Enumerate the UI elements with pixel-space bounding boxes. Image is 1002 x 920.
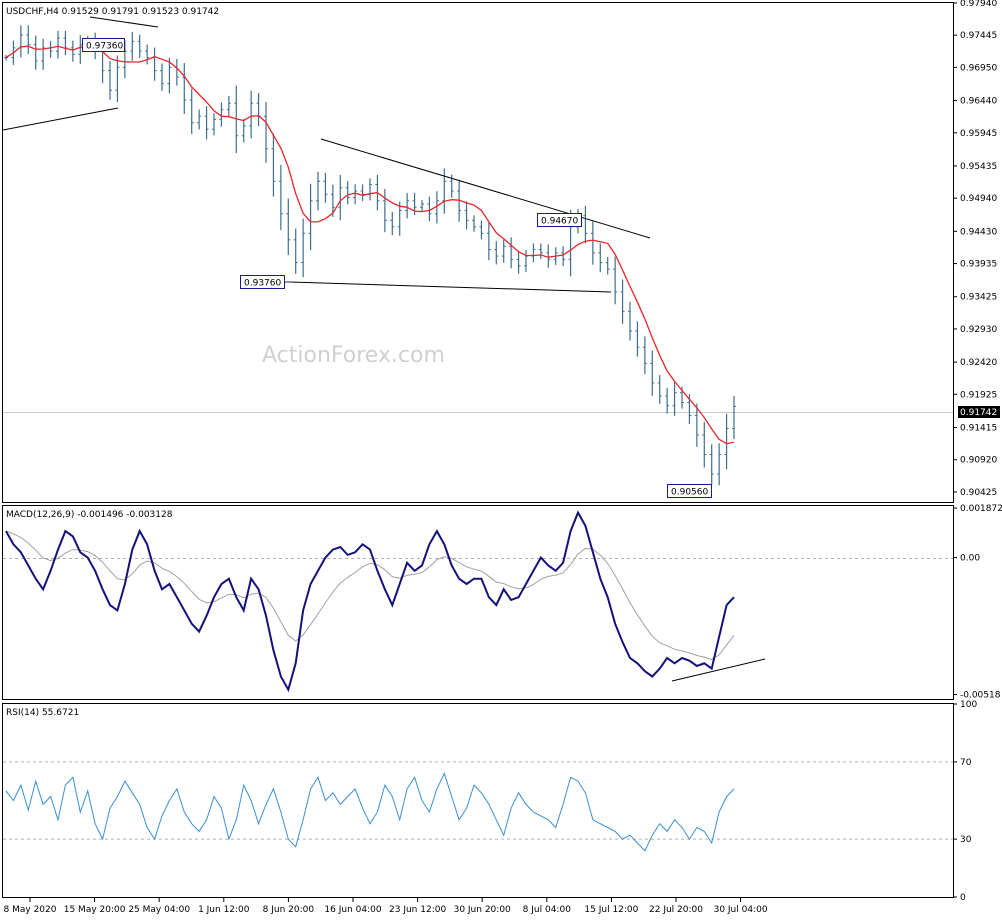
trendline-upper-wedge <box>320 138 651 239</box>
price-y-tick-label: 0.93935 <box>960 260 997 270</box>
price-y-axis: 0.97940 0.97445 0.96950 0.96440 0.95945 0.954… <box>953 0 997 498</box>
macd-header: MACD(12,26,9) -0.001496 -0.003128 <box>6 510 173 520</box>
macd-y-tick-label: 0.00 <box>960 554 980 564</box>
moving-average-line <box>5 45 735 445</box>
rsi-panel-frame <box>2 703 954 898</box>
price-y-tick-label: 0.90920 <box>960 456 997 466</box>
watermark: ActionForex.com <box>262 343 445 368</box>
rsi-line <box>5 772 735 852</box>
price-y-tick-label: 0.95945 <box>960 129 997 139</box>
x-axis: 8 May 2020 15 May 20:00 25 May 04:00 1 Jun … <box>4 897 768 915</box>
annotation-label: 0.94670 <box>541 217 578 227</box>
x-axis-tick-label: 30 Jun 20:00 <box>454 905 511 915</box>
x-axis-tick-label: 25 May 04:00 <box>128 905 190 915</box>
price-y-tick-label: 0.91925 <box>960 390 997 400</box>
annotation-label: 0.93760 <box>244 279 281 289</box>
rsi-y-tick-label: 30 <box>960 835 972 845</box>
price-y-tick-label: 0.92930 <box>960 325 997 335</box>
trendline-lower-wedge <box>289 281 612 293</box>
rsi-y-tick-label: 0 <box>960 893 966 903</box>
price-y-tick-label: 0.90425 <box>960 488 997 498</box>
price-y-tick-label: 0.96950 <box>960 63 997 73</box>
macd-y-tick-label: -0.00518 <box>960 691 1001 701</box>
macd-main-line <box>5 510 735 693</box>
macd-y-tick-label: 0.001872 <box>960 504 1002 514</box>
annotation-0-90560: 0.90560 <box>667 484 712 498</box>
annotation-label: 0.97360 <box>86 42 123 52</box>
x-axis-tick-label: 1 Jun 12:00 <box>198 905 250 915</box>
price-y-tick-label: 0.96440 <box>960 97 997 107</box>
rsi-y-tick-label: 70 <box>960 758 972 768</box>
annotation-0-93760: 0.93760 <box>240 275 292 289</box>
price-panel-frame <box>2 2 954 503</box>
macd-signal-line <box>5 530 735 660</box>
x-axis-tick-label: 30 Jul 04:00 <box>714 905 768 915</box>
x-axis-tick-label: 16 Jun 04:00 <box>324 905 381 915</box>
annotation-0-97360: 0.97360 <box>82 38 125 52</box>
annotation-0-94670: 0.94670 <box>537 213 582 227</box>
x-axis-tick-label: 8 May 2020 <box>4 905 57 915</box>
price-y-tick-label: 0.97940 <box>960 0 997 9</box>
price-y-tick-label: 0.97445 <box>960 31 997 41</box>
trendline-bottom-left <box>2 107 119 131</box>
price-y-tick-label: 0.94940 <box>960 194 997 204</box>
current-price-label: 0.91742 <box>960 408 997 418</box>
macd-trendline <box>671 658 766 682</box>
price-y-tick-label: 0.94430 <box>960 227 997 237</box>
macd-y-axis: 0.001872 0.00 -0.00518 <box>953 504 1002 701</box>
price-y-tick-label: 0.92420 <box>960 358 997 368</box>
x-axis-tick-label: 8 Jul 04:00 <box>523 905 572 915</box>
x-axis-tick-label: 8 Jun 20:00 <box>263 905 315 915</box>
trendlines <box>2 16 651 293</box>
x-axis-tick-label: 15 Jul 12:00 <box>584 905 638 915</box>
current-price-tag <box>958 406 1000 418</box>
price-y-tick-label: 0.91415 <box>960 424 997 434</box>
x-axis-tick-label: 15 May 20:00 <box>64 905 126 915</box>
price-bars <box>4 25 736 486</box>
rsi-y-axis: 100 70 30 0 <box>953 700 977 903</box>
price-y-tick-label: 0.93425 <box>960 293 997 303</box>
rsi-header: RSI(14) 55.6721 <box>6 708 79 718</box>
macd-panel-frame <box>2 505 954 700</box>
rsi-level-lines <box>3 761 953 840</box>
x-axis-tick-label: 23 Jun 12:00 <box>389 905 446 915</box>
annotation-label: 0.90560 <box>671 488 708 498</box>
price-y-tick-label: 0.95435 <box>960 162 997 172</box>
rsi-y-tick-label: 100 <box>960 700 977 710</box>
x-axis-tick-label: 22 Jul 20:00 <box>649 905 703 915</box>
trendline-top-left <box>89 16 159 28</box>
price-header: USDCHF,H4 0.91529 0.91791 0.91523 0.9174… <box>6 7 219 17</box>
